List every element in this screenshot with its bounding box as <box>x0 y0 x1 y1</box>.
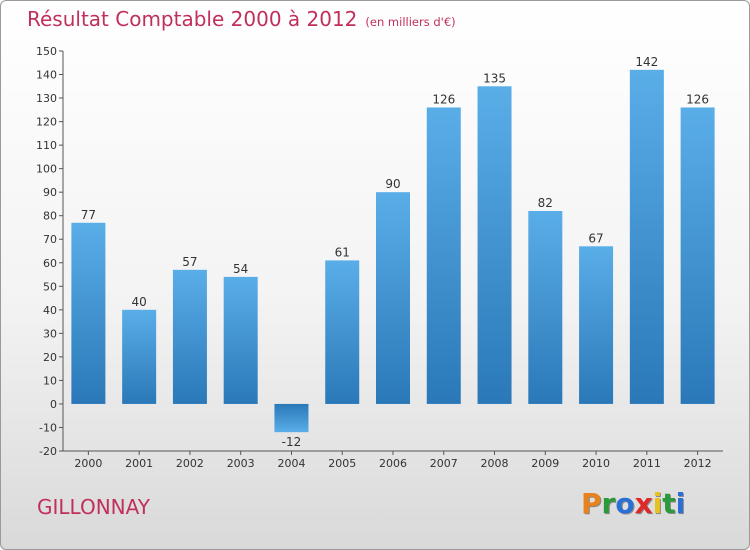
bar <box>579 246 614 404</box>
x-tick-label: 2001 <box>125 457 153 470</box>
bar <box>477 86 512 404</box>
logo-letter: i <box>675 487 686 520</box>
y-tick-label: 30 <box>43 327 57 340</box>
y-tick-label: 120 <box>36 116 57 129</box>
chart-title-text: Résultat Comptable 2000 à 2012 <box>27 7 358 31</box>
data-label: 67 <box>588 231 603 245</box>
logo-letter: o <box>615 487 635 520</box>
bar <box>325 260 360 404</box>
y-tick-label: 90 <box>43 186 57 199</box>
y-tick-label: 50 <box>43 280 57 293</box>
bar <box>528 211 563 404</box>
x-tick-label: 2003 <box>227 457 255 470</box>
y-tick-label: 100 <box>36 163 57 176</box>
logo-letter: x <box>634 487 653 520</box>
location-label: GILLONNAY <box>37 495 150 519</box>
bar <box>680 107 715 404</box>
y-tick-label: 10 <box>43 374 57 387</box>
x-tick-label: 2007 <box>430 457 458 470</box>
y-tick-label: -20 <box>39 445 57 458</box>
bar-chart: -20 -10 0 10 20 30 40 50 60 70 80 90 100 110 120 130 140… <box>36 45 723 470</box>
y-tick-label: 70 <box>43 233 57 246</box>
data-label: 54 <box>233 262 248 276</box>
y-tick-label: 150 <box>36 45 57 58</box>
bar <box>274 403 309 433</box>
y-tick-label: 130 <box>36 92 57 105</box>
data-label: -12 <box>282 435 302 449</box>
bar <box>629 69 664 404</box>
y-tick-label: 110 <box>36 139 57 152</box>
data-label: 142 <box>635 55 658 69</box>
x-tick-label: 2002 <box>176 457 204 470</box>
y-tick-label: 80 <box>43 210 57 223</box>
bar <box>172 269 207 404</box>
y-tick-label: 0 <box>50 398 57 411</box>
x-tick-label: 2006 <box>379 457 407 470</box>
x-tick-label: 2009 <box>531 457 559 470</box>
logo-letter: r <box>601 487 616 520</box>
bar <box>122 309 157 404</box>
y-tick-label: 140 <box>36 69 57 82</box>
x-tick-label: 2000 <box>74 457 102 470</box>
bar <box>376 192 410 404</box>
y-tick-label: 60 <box>43 257 57 270</box>
data-label: 135 <box>483 71 506 85</box>
logo-letter: P <box>581 487 602 520</box>
x-tick-label: 2010 <box>582 457 610 470</box>
x-tick-label: 2011 <box>633 457 661 470</box>
proxiti-logo: Proxiti <box>581 487 685 520</box>
chart-title: Résultat Comptable 2000 à 2012 (en millie… <box>27 7 456 31</box>
y-tick-label: 40 <box>43 304 57 317</box>
y-tick-label: -10 <box>39 421 57 434</box>
data-label: 61 <box>335 245 350 259</box>
logo-letter: t <box>662 487 676 520</box>
data-label: 126 <box>432 92 455 106</box>
x-tick-label: 2012 <box>684 457 712 470</box>
x-tick-label: 2005 <box>328 457 356 470</box>
x-tick-label: 2008 <box>481 457 509 470</box>
logo-letter: i <box>652 487 663 520</box>
data-label: 77 <box>81 208 96 222</box>
data-label: 40 <box>132 295 147 309</box>
chart-subtitle: (en milliers d'€) <box>365 15 456 29</box>
y-tick-label: 20 <box>43 351 57 364</box>
data-label: 57 <box>182 255 197 269</box>
bar <box>71 222 106 404</box>
bar <box>426 107 461 404</box>
data-label: 126 <box>686 92 709 106</box>
x-tick-label: 2004 <box>277 457 305 470</box>
data-label: 82 <box>538 196 553 210</box>
data-label: 90 <box>385 177 400 191</box>
bar <box>223 276 258 404</box>
